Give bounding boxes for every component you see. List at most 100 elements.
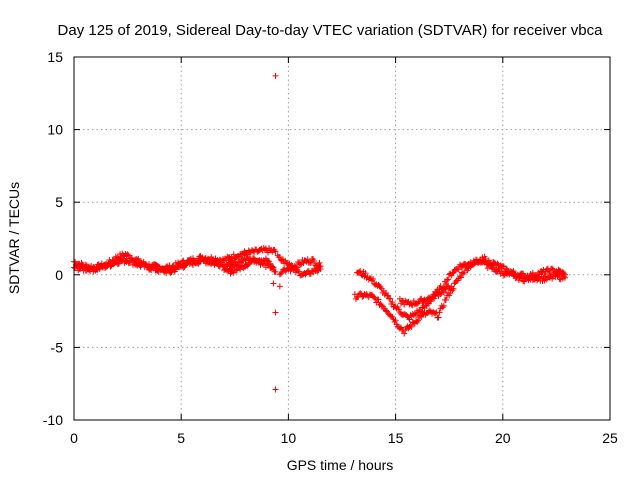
data-point xyxy=(290,266,297,273)
data-point xyxy=(456,273,463,280)
data-point xyxy=(208,254,215,261)
y-tick-label: 10 xyxy=(47,122,63,138)
x-tick-label: 15 xyxy=(388,430,404,446)
data-point xyxy=(230,251,237,258)
data-point xyxy=(378,302,385,309)
data-point xyxy=(444,277,451,284)
outlier-point xyxy=(270,280,277,287)
data-point xyxy=(181,264,188,271)
data-point xyxy=(450,269,457,276)
data-point xyxy=(394,304,401,311)
data-point xyxy=(414,319,421,326)
data-point xyxy=(389,299,396,306)
data-point xyxy=(385,292,392,299)
data-point xyxy=(362,270,369,277)
y-axis-label: SDTVAR / TECUs xyxy=(6,182,22,294)
data-point xyxy=(447,286,454,293)
data-point xyxy=(266,260,273,267)
data-point xyxy=(439,304,446,311)
y-tick-label: -10 xyxy=(43,412,63,428)
data-point xyxy=(435,314,442,321)
y-tick-label: -5 xyxy=(51,339,64,355)
data-point xyxy=(124,251,131,258)
data-point xyxy=(401,330,408,337)
data-point xyxy=(314,267,321,274)
data-point xyxy=(307,259,314,266)
data-point xyxy=(357,290,364,297)
chart-title: Day 125 of 2019, Sidereal Day-to-day VTE… xyxy=(58,22,604,39)
data-point xyxy=(504,266,511,273)
data-point xyxy=(440,302,447,309)
data-point xyxy=(442,297,449,304)
x-tick-label: 10 xyxy=(281,430,297,446)
data-point xyxy=(457,274,464,281)
data-point xyxy=(415,317,422,324)
data-point xyxy=(151,263,158,270)
data-point xyxy=(237,259,244,266)
outlier-point xyxy=(272,72,279,79)
data-point xyxy=(270,264,277,271)
data-point xyxy=(317,265,324,272)
data-point xyxy=(436,309,443,316)
data-point xyxy=(460,270,467,277)
data-point xyxy=(297,261,304,268)
data-point xyxy=(276,253,283,260)
data-point xyxy=(427,296,434,303)
data-point xyxy=(556,267,563,274)
outlier-point xyxy=(272,386,279,393)
data-point xyxy=(392,317,399,324)
data-point xyxy=(296,268,303,275)
data-point xyxy=(461,269,468,276)
data-point xyxy=(82,261,89,268)
data-point xyxy=(406,316,413,323)
data-point xyxy=(228,257,235,264)
data-point xyxy=(426,307,433,314)
data-point xyxy=(375,296,382,303)
data-point xyxy=(500,272,507,279)
data-point xyxy=(387,295,394,302)
data-point xyxy=(363,291,370,298)
data-point xyxy=(431,295,438,302)
data-point xyxy=(491,259,498,266)
data-point xyxy=(357,268,364,275)
data-point xyxy=(200,256,207,263)
data-point xyxy=(437,291,444,298)
data-point xyxy=(213,259,220,266)
data-points xyxy=(71,72,568,393)
data-point xyxy=(358,271,365,278)
data-point xyxy=(536,271,543,278)
data-point xyxy=(561,271,568,278)
data-point xyxy=(494,260,501,267)
data-point xyxy=(482,255,489,262)
data-point xyxy=(237,266,244,273)
data-point xyxy=(449,270,456,277)
x-tick-label: 0 xyxy=(70,430,78,446)
tick-labels: 0 5 10 15 20 25 -10 -5 0 5 10 15 xyxy=(43,49,618,446)
data-point xyxy=(503,265,510,272)
data-point xyxy=(510,268,517,275)
data-point xyxy=(142,261,149,268)
data-point xyxy=(370,276,377,283)
data-point xyxy=(230,262,237,269)
x-tick-label: 20 xyxy=(495,430,511,446)
data-point xyxy=(418,314,425,321)
data-point xyxy=(455,266,462,273)
data-point xyxy=(371,294,378,301)
data-point xyxy=(408,323,415,330)
y-tick-label: 5 xyxy=(55,194,63,210)
x-axis-label: GPS time / hours xyxy=(287,457,394,473)
data-point xyxy=(549,265,556,272)
data-point xyxy=(418,308,425,315)
data-point xyxy=(311,257,318,264)
outlier-point xyxy=(272,309,279,316)
data-point xyxy=(448,283,455,290)
y-tick-label: 0 xyxy=(55,267,63,283)
data-point xyxy=(272,268,279,275)
data-point xyxy=(86,266,93,273)
data-point xyxy=(451,280,458,287)
data-point xyxy=(432,310,439,317)
outlier-point xyxy=(276,283,283,290)
x-tick-label: 25 xyxy=(602,430,618,446)
data-point xyxy=(233,262,240,269)
